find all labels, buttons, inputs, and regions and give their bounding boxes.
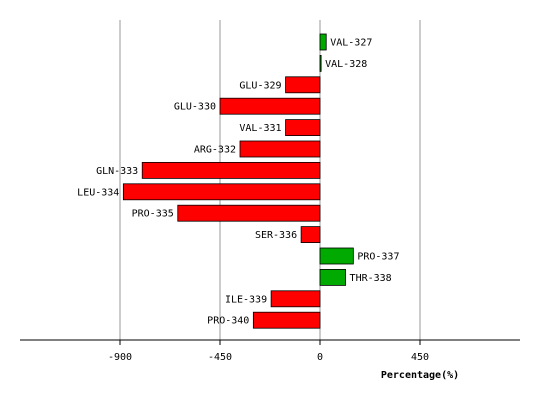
- bar-label: SER-336: [255, 230, 297, 241]
- bar-label: PRO-335: [132, 209, 174, 220]
- x-tick-label: -450: [208, 352, 232, 363]
- bar-label: LEU-334: [77, 187, 119, 198]
- grid-lines: [119, 20, 421, 340]
- bar: [177, 204, 321, 222]
- bar: [319, 268, 346, 286]
- x-tick-label: -900: [108, 352, 132, 363]
- bar: [270, 290, 321, 308]
- bar-label: ARG-332: [194, 145, 236, 156]
- bar: [319, 55, 322, 72]
- x-tick-label: 0: [317, 352, 323, 363]
- bar: [285, 119, 321, 136]
- bar-label: VAL-328: [325, 59, 367, 70]
- bar-label: GLU-330: [174, 102, 216, 113]
- bar-label: VAL-327: [330, 38, 372, 49]
- bars: [122, 33, 354, 329]
- bar: [219, 97, 321, 115]
- bar: [141, 161, 321, 179]
- bar: [252, 311, 321, 329]
- bar: [319, 33, 327, 51]
- bar-label: PRO-340: [207, 316, 249, 327]
- x-axis-title: Percentage(%): [381, 370, 459, 381]
- x-tick-label: 450: [411, 352, 429, 363]
- bar-labels: VAL-327 VAL-328 GLU-329 GLU-330 VAL-331ARG-3…: [77, 38, 399, 327]
- bar: [319, 247, 354, 265]
- bar-label: GLU-329: [239, 80, 281, 91]
- bar-label: GLN-333: [96, 166, 138, 177]
- bar-label: VAL-331: [239, 123, 281, 134]
- bar-label: PRO-337: [357, 252, 399, 263]
- x-axis-ticks: -900 -450 0 450: [108, 340, 429, 363]
- bar-label: THR-338: [350, 273, 392, 284]
- bar: [285, 76, 321, 94]
- bar: [300, 226, 321, 244]
- bar-label: ILE-339: [225, 294, 267, 305]
- bar: [239, 140, 321, 158]
- bar: [122, 183, 321, 201]
